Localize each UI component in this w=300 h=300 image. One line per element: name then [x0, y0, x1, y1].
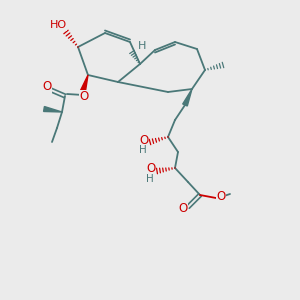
- Text: H: H: [146, 174, 154, 184]
- Text: O: O: [42, 80, 52, 94]
- Text: HO: HO: [50, 20, 67, 30]
- Polygon shape: [183, 89, 192, 106]
- Text: H: H: [139, 145, 147, 155]
- Text: O: O: [146, 163, 156, 176]
- Text: O: O: [80, 91, 88, 103]
- Text: O: O: [178, 202, 188, 215]
- Polygon shape: [81, 75, 88, 92]
- Text: H: H: [138, 41, 146, 51]
- Text: O: O: [216, 190, 226, 202]
- Polygon shape: [44, 106, 62, 112]
- Text: O: O: [140, 134, 148, 146]
